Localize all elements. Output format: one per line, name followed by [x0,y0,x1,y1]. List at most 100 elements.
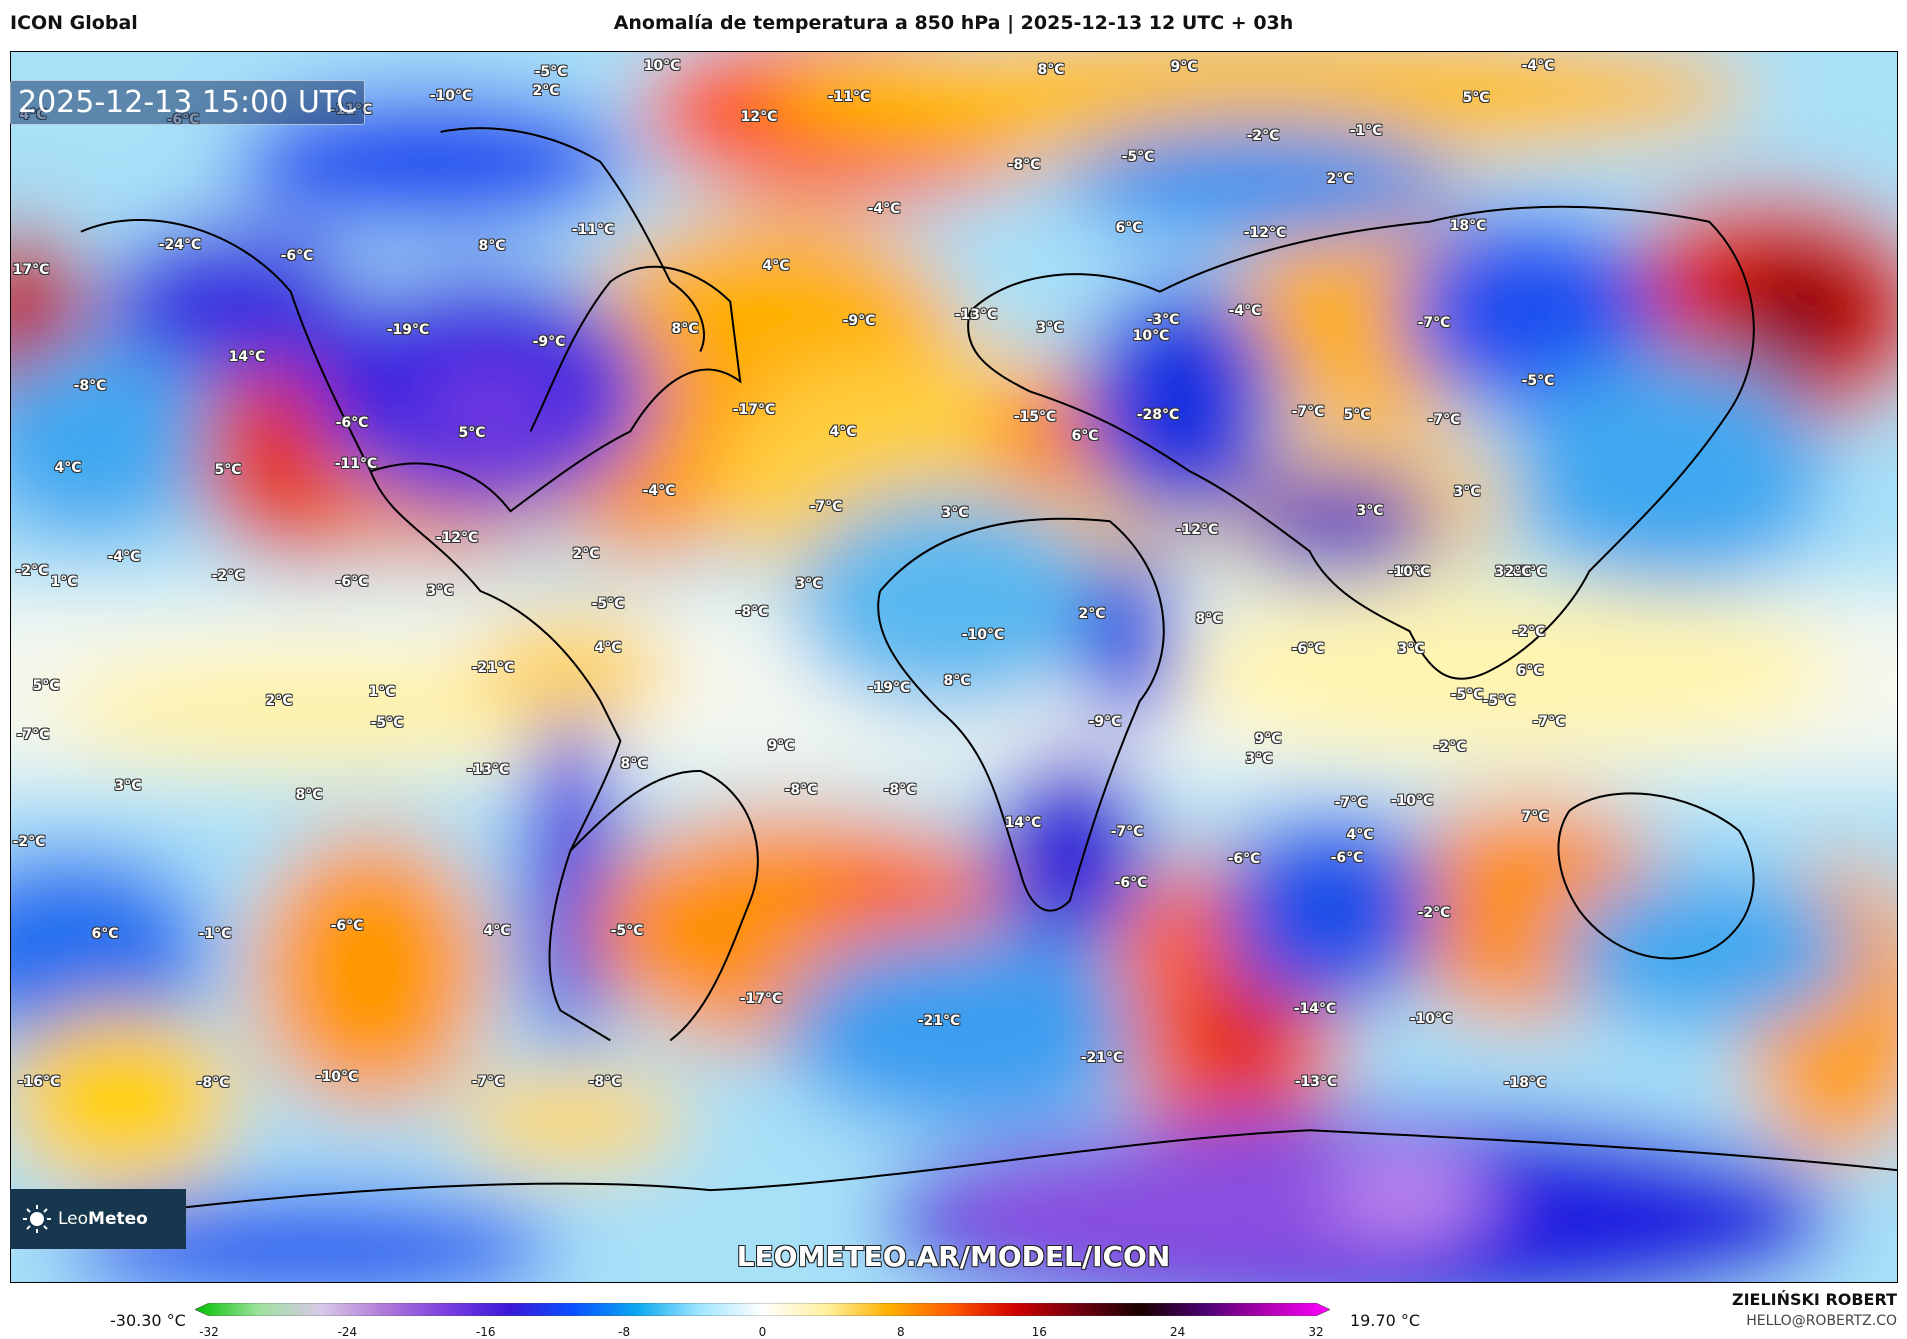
colorbar [195,1303,1330,1316]
temperature-label: 4°C [54,460,82,476]
temperature-label: -10°C [1390,793,1434,809]
temperature-label: -5°C [534,64,568,80]
colorbar-tick: 0 [758,1325,767,1339]
temperature-label: -4°C [642,483,676,499]
temperature-label: 3°C [1494,564,1522,580]
temperature-label: -7°C [1110,824,1144,840]
map-frame: -5°C 10°C 8°C 9°C -4°C 2°C -10°C -11°C -11°C 12°C… [10,51,1898,1283]
temperature-label: -2°C [15,563,49,579]
temperature-label: -7°C [1532,714,1566,730]
temperature-label: 3°C [1453,484,1481,500]
temperature-label: -8°C [1007,157,1041,173]
temperature-label: -8°C [784,782,818,798]
temperature-label: -21°C [471,660,515,676]
colorbar-tick: -32 [199,1325,219,1339]
temperature-label: -17°C [739,991,783,1007]
temperature-label: -2°C [211,568,245,584]
temperature-label: -8°C [588,1074,622,1090]
colorbar-tick: -8 [618,1325,631,1339]
temperature-label: 3°C [795,576,823,592]
coastlines [11,127,1897,1232]
temperature-label: 2°C [1078,606,1106,622]
temperature-label: 17°C [12,262,50,278]
temperature-label: 3°C [114,778,142,794]
temperature-label: -5°C [1121,149,1155,165]
temperature-label: -13°C [1294,1074,1338,1090]
temperature-label: 14°C [1004,815,1042,831]
temperature-label: -17°C [732,402,776,418]
colorbar-tick: -24 [337,1325,358,1339]
temperature-label: -6°C [1393,564,1427,580]
temperature-label: -10°C [315,1069,359,1085]
temperature-label: -10°C [961,627,1005,643]
temperature-label: 6°C [1115,220,1143,236]
temperature-label: -6°C [280,248,314,264]
temperature-label: 8°C [671,321,699,337]
temperature-label: -8°C [883,782,917,798]
temperature-label: -2°C [1417,905,1451,921]
temperature-label: 4°C [483,923,511,939]
temperature-label: -4°C [1521,58,1555,74]
temperature-label: -13°C [466,762,510,778]
temperature-label: -1°C [1349,123,1383,139]
colorbar-min-label: -30.30 °C [110,1311,186,1330]
temperature-label: -14°C [1293,1001,1337,1017]
temperature-label: 5°C [1343,407,1371,423]
temperature-label: 1°C [368,684,396,700]
colorbar-tick: 24 [1169,1325,1186,1339]
temperature-label: -24°C [158,237,202,253]
temperature-label: -28°C [1136,407,1180,423]
temperature-label: -6°C [1114,875,1148,891]
temperature-label: -11°C [334,456,378,472]
temperature-label: -8°C [735,604,769,620]
temperature-label: 12°C [740,109,778,125]
anomaly-field [11,52,1897,1282]
temperature-label: -7°C [809,499,843,515]
temperature-label: 4°C [594,640,622,656]
colorbar-tick: 8 [897,1325,905,1339]
temperature-label: 14°C [228,349,266,365]
temperature-label: -18°C [1503,1075,1547,1091]
temperature-label: -5°C [1450,687,1484,703]
temperature-label: 5°C [32,678,60,694]
temperature-label: -6°C [330,918,364,934]
temperature-label: -9°C [842,313,876,329]
colorbar-tick: 32 [1308,1325,1324,1339]
temperature-label: -5°C [610,923,644,939]
temperature-label: 8°C [295,787,323,803]
temperature-label: 9°C [767,738,795,754]
temperature-label: 3°C [1036,320,1064,336]
temperature-label: -7°C [1334,795,1368,811]
temperature-label: -6°C [1330,850,1364,866]
temperature-label: 8°C [478,238,506,254]
temperature-label: -7°C [1417,315,1451,331]
temperature-label: -3°C [1146,312,1180,328]
temperature-label: 3°C [1397,641,1425,657]
temperature-label: -21°C [1080,1050,1124,1066]
temperature-label: -7°C [1427,412,1461,428]
temperature-label: -2°C [1433,739,1467,755]
temperature-label: -15°C [1013,409,1057,425]
temperature-label: -10°C [1387,564,1431,580]
map-title: Anomalía de temperatura a 850 hPa | 2025… [613,12,1294,34]
temperature-label: -2°C [12,834,46,850]
temperature-label: 10°C [643,58,681,74]
colorbar-tick: 16 [1031,1325,1047,1339]
temperature-label: 4°C [1346,827,1374,843]
temperature-label: 5°C [458,425,486,441]
temperature-label: -7°C [1291,404,1325,420]
temperature-label: 3°C [426,583,454,599]
colorbar-tick: -16 [475,1325,496,1339]
temperature-label: 2°C [572,546,600,562]
temperature-label: -11°C [827,89,871,105]
temperature-label: -2°C [1512,624,1546,640]
temperature-label: 6°C [91,926,119,942]
temperature-label: -6°C [335,574,369,590]
temperature-label: 3°C [1356,503,1384,519]
temperature-label: 10°C [1132,328,1170,344]
temperature-label: -11°C [571,222,615,238]
temperature-label: 8°C [620,756,648,772]
temperature-label: 2°C [265,693,293,709]
temperature-label: -2°C [1246,128,1280,144]
temperature-label: -4°C [1228,303,1262,319]
